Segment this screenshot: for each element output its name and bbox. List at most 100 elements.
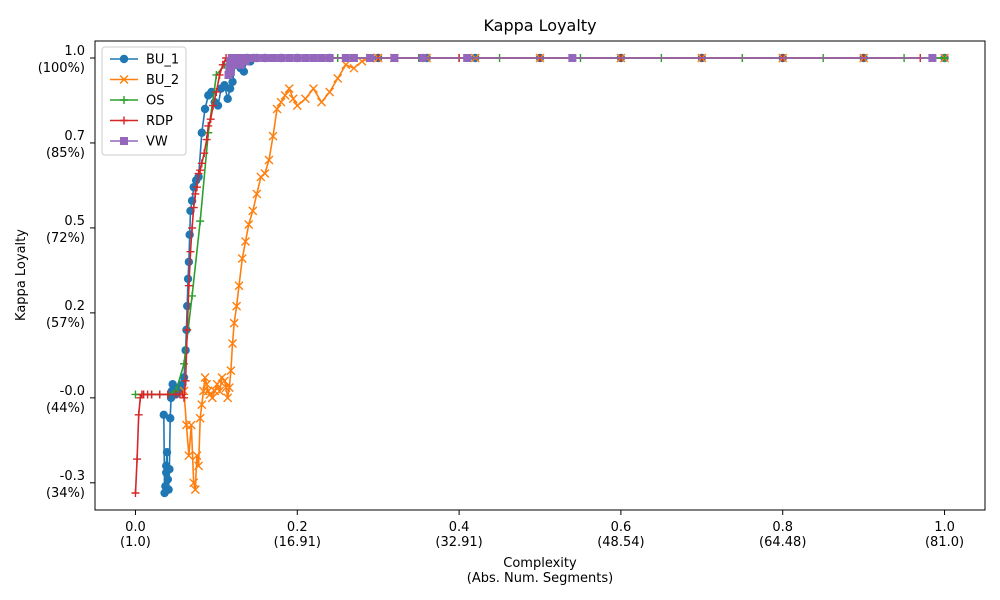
data-point-vw (277, 53, 286, 62)
data-point-rdp (197, 159, 206, 168)
y-tick-sublabel: (72%) (46, 231, 85, 246)
data-point-vw (285, 53, 294, 62)
data-point-bu-2 (195, 413, 205, 423)
data-point-bu-2 (325, 87, 335, 97)
y-tick-label: 0.7 (64, 129, 85, 144)
legend: BU_1 BU_2 OS RDP VW (101, 46, 187, 156)
data-point-bu-2 (221, 383, 231, 393)
data-point-vw (309, 53, 318, 62)
y-tick-label: -0.0 (60, 384, 85, 399)
data-point-bu-1 (239, 67, 249, 76)
legend-label-vw: VW (146, 135, 168, 150)
data-point-bu-2 (189, 478, 199, 488)
data-point-bu-1 (200, 104, 210, 114)
data-point-bu-1 (159, 410, 168, 420)
data-point-bu-2 (215, 386, 225, 396)
data-point-rdp (209, 101, 218, 110)
data-point-bu-2 (292, 101, 302, 111)
x-tick-label: 0.6 (611, 520, 632, 535)
data-point-rdp (183, 325, 192, 334)
data-point-bu-2 (237, 254, 247, 264)
data-point-bu-2 (317, 97, 327, 107)
data-point-vw (269, 53, 277, 62)
data-point-rdp (204, 121, 213, 130)
data-point-rdp (178, 390, 187, 399)
x-tick-sublabel: (1.0) (120, 535, 151, 550)
data-point-bu-2 (272, 104, 282, 114)
data-point-vw (226, 67, 235, 76)
data-point-bu-1 (228, 77, 237, 86)
x-tick-label: 0.4 (449, 520, 470, 535)
data-point-bu-2 (252, 189, 262, 199)
data-point-rdp (131, 489, 140, 498)
data-point-bu-2 (248, 206, 258, 216)
data-point-bu-1 (166, 414, 175, 423)
data-point-os (188, 291, 197, 300)
data-point-bu-2 (197, 400, 207, 410)
x-axis: 0.0(1.0) 0.2(16.91) 0.4(32.91) 0.6(48.54) 0.… (120, 510, 964, 550)
data-point-bu-2 (226, 366, 236, 376)
x-tick-label: 0.0 (125, 520, 146, 535)
data-point-bu-1 (183, 301, 192, 311)
data-point-bu-1 (165, 465, 174, 474)
legend-marker-rdp (120, 116, 128, 125)
data-point-vw (418, 53, 427, 62)
legend-label-rdp: RDP (146, 114, 173, 129)
data-point-bu-1 (184, 257, 194, 267)
data-point-bu-2 (228, 338, 238, 348)
data-point-os (196, 217, 205, 226)
data-point-bu-2 (219, 376, 229, 386)
data-point-rdp (163, 390, 172, 399)
data-point-vw (325, 53, 334, 62)
data-point-bu-2 (200, 372, 210, 382)
data-point-bu-2 (223, 393, 233, 403)
x-axis-sublabel: (Abs. Num. Segments) (467, 571, 614, 586)
data-point-bu-2 (300, 94, 310, 104)
y-tick-sublabel: (57%) (46, 316, 85, 331)
data-point-bu-2 (240, 237, 250, 247)
data-point-bu-2 (349, 63, 359, 73)
series-vw (224, 53, 937, 79)
data-point-bu-1 (162, 448, 172, 457)
data-point-bu-2 (280, 90, 290, 100)
data-point-bu-1 (213, 101, 223, 110)
y-axis: 1.0 (100%) 0.7 (85%) 0.5 (72%) 0.2 (57%) -0.0 (44… (38, 44, 95, 501)
data-point-bu-2 (232, 301, 242, 311)
x-tick-label: 1.0 (934, 520, 955, 535)
legend-marker-bu-1 (119, 54, 129, 64)
data-point-bu-2 (244, 220, 254, 230)
data-point-bu-2 (190, 485, 200, 495)
data-point-bu-2 (264, 155, 274, 165)
legend-marker-os (120, 96, 128, 104)
data-point-vw (390, 53, 399, 62)
data-point-bu-2 (186, 420, 196, 430)
data-point-bu-1 (163, 475, 173, 484)
x-tick-sublabel: (48.54) (597, 535, 644, 550)
data-point-rdp (200, 149, 209, 158)
data-point-bu-2 (224, 383, 234, 393)
data-point-rdp (180, 393, 188, 402)
data-point-vw (463, 53, 472, 62)
data-point-rdp (194, 169, 203, 178)
data-point-rdp (188, 223, 197, 232)
data-point-bu-2 (268, 131, 278, 141)
y-tick-sublabel: (34%) (46, 486, 85, 501)
data-point-rdp (147, 390, 156, 399)
data-point-vw (260, 53, 269, 62)
data-point-rdp (192, 183, 201, 192)
data-point-bu-1 (225, 84, 235, 93)
data-point-vw (301, 53, 310, 62)
data-point-vw (236, 60, 245, 69)
y-tick-sublabel: (85%) (46, 146, 85, 161)
data-point-vw (235, 53, 244, 62)
data-point-vw (244, 53, 253, 62)
data-point-vw (317, 53, 326, 62)
x-tick-label: 0.2 (287, 520, 308, 535)
x-tick-label: 0.8 (772, 520, 793, 535)
data-point-bu-1 (223, 94, 232, 103)
data-point-rdp (184, 281, 193, 290)
chart-title: Kappa Loyalty (483, 16, 596, 35)
data-point-bu-2 (194, 461, 204, 471)
y-tick-label: 0.5 (64, 214, 85, 229)
